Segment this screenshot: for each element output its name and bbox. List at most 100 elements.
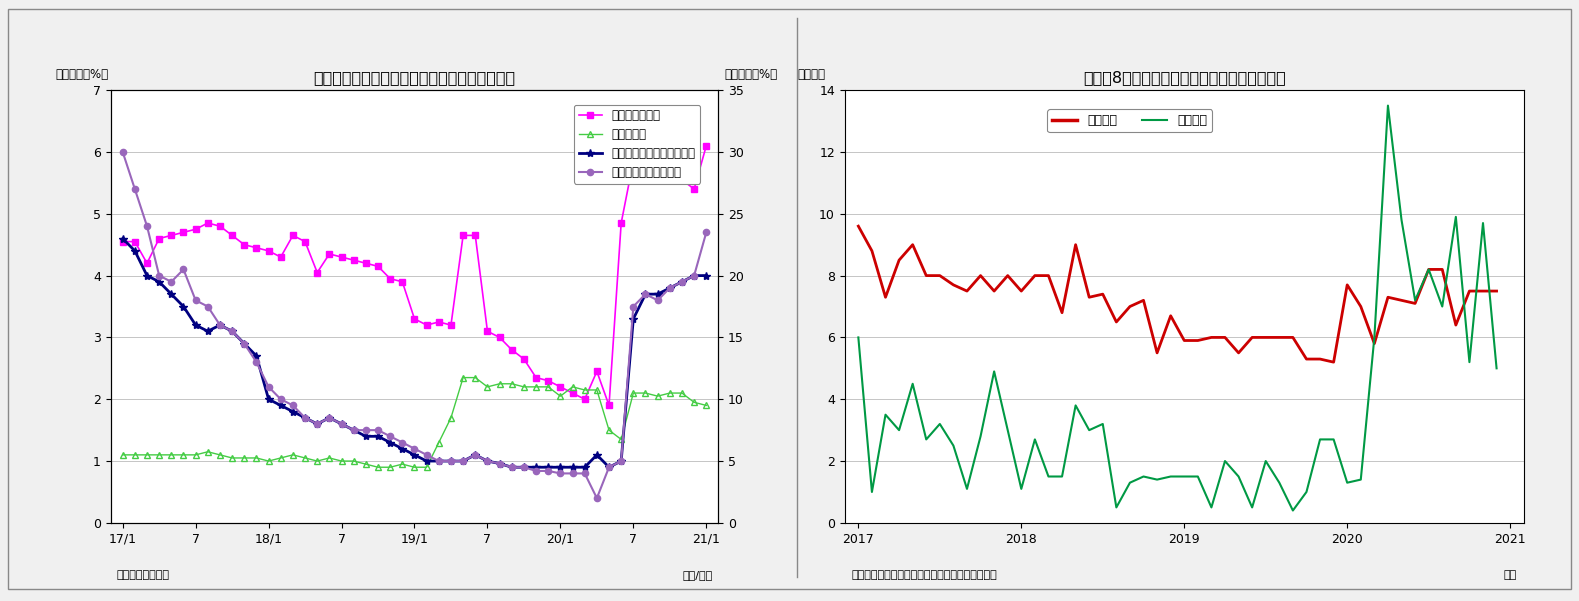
長期国債 [1325, 359, 1344, 366]
短期国債 [1352, 476, 1371, 483]
Text: （資料）日銀データよりニッセイ基礎研究所作成: （資料）日銀データよりニッセイ基礎研究所作成 [851, 570, 998, 581]
長期国債 [1025, 272, 1044, 279]
Text: （年/月）: （年/月） [682, 570, 712, 581]
短期国債 [944, 442, 963, 449]
短期国債 [930, 420, 949, 427]
Title: （図表8）日銀の国債買入れ額（月次フロー）: （図表8）日銀の国債買入れ額（月次フロー） [1083, 70, 1285, 85]
短期国債 [903, 380, 922, 388]
短期国債 [1093, 420, 1112, 427]
短期国債 [862, 489, 881, 496]
短期国債 [1270, 479, 1288, 486]
長期国債 [1148, 349, 1167, 356]
長期国債 [1066, 241, 1085, 248]
短期国債 [1487, 365, 1506, 372]
長期国債 [1337, 281, 1356, 288]
短期国債 [1257, 457, 1276, 465]
短期国債 [1364, 334, 1383, 341]
短期国債 [1378, 102, 1397, 109]
短期国債 [1053, 473, 1072, 480]
短期国債 [957, 485, 976, 492]
長期国債 [944, 281, 963, 288]
長期国債 [971, 272, 990, 279]
Legend: 長期国債, 短期国債: 長期国債, 短期国債 [1047, 109, 1213, 132]
長期国債 [876, 294, 895, 301]
短期国債 [1311, 436, 1330, 443]
短期国債 [876, 411, 895, 418]
短期国債 [1405, 297, 1424, 304]
長期国債 [1378, 294, 1397, 301]
長期国債 [1175, 337, 1194, 344]
短期国債 [1148, 476, 1167, 483]
長期国債 [1243, 334, 1262, 341]
長期国債 [1012, 287, 1031, 294]
短期国債 [1121, 479, 1140, 486]
長期国債 [1284, 334, 1303, 341]
短期国債 [889, 427, 908, 434]
長期国債 [1364, 340, 1383, 347]
短期国債 [1175, 473, 1194, 480]
長期国債 [1189, 337, 1208, 344]
長期国債 [1487, 287, 1506, 294]
長期国債 [1446, 322, 1465, 329]
短期国債 [1337, 479, 1356, 486]
Line: 長期国債: 長期国債 [859, 226, 1497, 362]
長期国債 [930, 272, 949, 279]
長期国債 [1107, 319, 1126, 326]
Title: （図表７）　マネタリーベースと内訳（平残）: （図表７） マネタリーベースと内訳（平残） [313, 70, 516, 85]
長期国債 [957, 287, 976, 294]
長期国債 [1134, 297, 1153, 304]
長期国債 [903, 241, 922, 248]
長期国債 [1461, 287, 1480, 294]
長期国債 [998, 272, 1017, 279]
短期国債 [1161, 473, 1180, 480]
長期国債 [1121, 303, 1140, 310]
長期国債 [1432, 266, 1451, 273]
長期国債 [917, 272, 936, 279]
Legend: 日銀券発行残高, 貨幣流通高, マネタリーベース（右軸）, 日銀当座預金（右軸）: 日銀券発行残高, 貨幣流通高, マネタリーベース（右軸）, 日銀当座預金（右軸） [573, 105, 701, 184]
長期国債 [1080, 294, 1099, 301]
長期国債 [1405, 300, 1424, 307]
長期国債 [1039, 272, 1058, 279]
短期国債 [1284, 507, 1303, 514]
短期国債 [1473, 219, 1492, 227]
短期国債 [1432, 303, 1451, 310]
短期国債 [1134, 473, 1153, 480]
長期国債 [1216, 334, 1235, 341]
長期国債 [889, 257, 908, 264]
長期国債 [862, 247, 881, 254]
短期国債 [1393, 216, 1412, 224]
短期国債 [1228, 473, 1247, 480]
長期国債 [1270, 334, 1288, 341]
短期国債 [1325, 436, 1344, 443]
長期国債 [1257, 334, 1276, 341]
短期国債 [971, 433, 990, 440]
長期国債 [850, 222, 868, 230]
短期国債 [1039, 473, 1058, 480]
短期国債 [1243, 504, 1262, 511]
短期国債 [1461, 359, 1480, 366]
短期国債 [1189, 473, 1208, 480]
短期国債 [985, 368, 1004, 375]
Text: （資料）日本銀行: （資料）日本銀行 [117, 570, 169, 581]
短期国債 [1202, 504, 1221, 511]
短期国債 [998, 427, 1017, 434]
長期国債 [1393, 297, 1412, 304]
Text: （前年比、%）: （前年比、%） [55, 69, 109, 82]
Text: （前年比、%）: （前年比、%） [725, 69, 777, 82]
長期国債 [1228, 349, 1247, 356]
長期国債 [1420, 266, 1438, 273]
短期国債 [1107, 504, 1126, 511]
短期国債 [1216, 457, 1235, 465]
長期国債 [1093, 290, 1112, 297]
短期国債 [1025, 436, 1044, 443]
短期国債 [850, 334, 868, 341]
短期国債 [1296, 489, 1315, 496]
長期国債 [1296, 355, 1315, 362]
長期国債 [1352, 303, 1371, 310]
Line: 短期国債: 短期国債 [859, 106, 1497, 510]
長期国債 [985, 287, 1004, 294]
長期国債 [1161, 312, 1180, 319]
短期国債 [1012, 485, 1031, 492]
短期国債 [1080, 427, 1099, 434]
Text: 年）: 年） [1503, 570, 1517, 581]
